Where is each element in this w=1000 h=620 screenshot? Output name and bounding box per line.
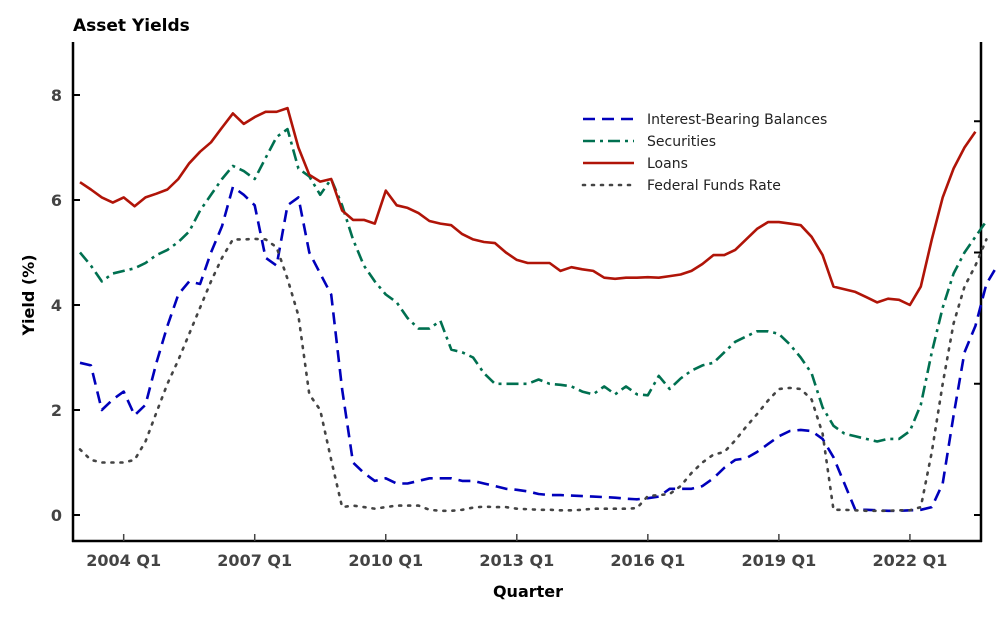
series-lines [78,106,999,513]
x-tick-label: 2013 Q1 [479,551,554,570]
y-tick-label: 0 [51,506,62,525]
x-tick-label: 2019 Q1 [741,551,816,570]
x-tick-label: 2022 Q1 [872,551,947,570]
y-ticks: 0 2 4 6 8 [51,86,80,525]
legend-label: Securities [647,134,716,150]
x-tick-label: 2007 Q1 [217,551,292,570]
series-line-securities [79,127,988,443]
x-tick-label: 2004 Q1 [86,551,161,570]
y-tick-label: 6 [51,191,62,210]
legend-label: Interest-Bearing Balances [647,112,827,128]
legend-label: Federal Funds Rate [647,178,781,194]
axes [71,42,983,543]
x-tick-label: 2016 Q1 [610,551,685,570]
series-line-federal-funds-rate [78,237,988,513]
y-tick-label: 8 [51,86,62,105]
series-line-loans [79,106,977,307]
x-ticks: 2004 Q1 2007 Q1 2010 Q1 2013 Q1 2016 Q1 2019 … [86,534,947,570]
x-tick-label: 2010 Q1 [348,551,423,570]
chart-title: Asset Yields [73,16,190,36]
x-axis-title: Quarter [493,582,563,601]
right-ticks [974,120,981,516]
y-axis-title: Yield (%) [19,254,38,336]
legend-label: Loans [647,156,688,172]
y-tick-label: 4 [51,296,62,315]
y-tick-label: 2 [51,401,62,420]
series-line-interest-bearing-balances [79,185,999,513]
legend: Interest-Bearing Balances Securities Loans… [581,112,827,194]
